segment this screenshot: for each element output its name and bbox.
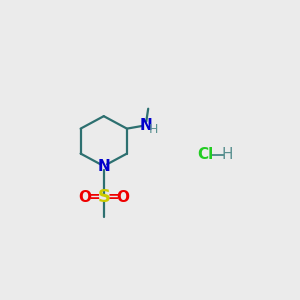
- Text: =: =: [107, 190, 119, 204]
- Text: =: =: [88, 190, 100, 204]
- Text: N: N: [139, 118, 152, 133]
- Text: O: O: [78, 190, 91, 205]
- Text: N: N: [98, 159, 110, 174]
- Text: O: O: [116, 190, 129, 205]
- Text: H: H: [149, 124, 158, 136]
- Text: Cl: Cl: [197, 148, 213, 163]
- Text: H: H: [221, 148, 233, 163]
- Text: S: S: [97, 188, 110, 206]
